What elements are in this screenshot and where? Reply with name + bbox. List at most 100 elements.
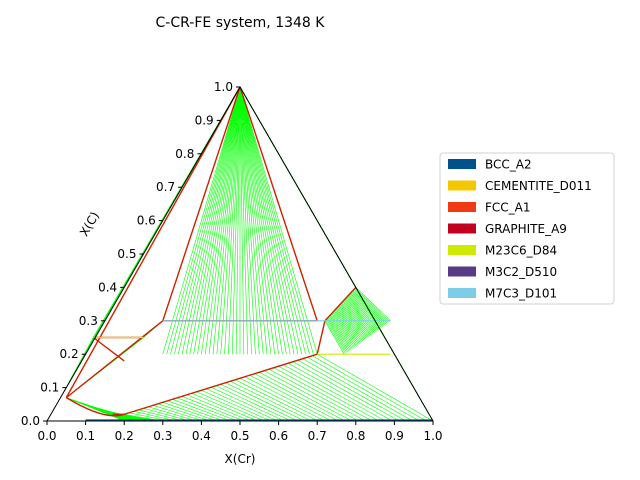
y-tick-label: 0.9 <box>195 113 214 127</box>
axes: 0.0 0.1 0.2 0.3 0.4 0.5 0.6 0.7 0.8 0.9 1.0 0.0 0.1 0… <box>21 80 443 443</box>
tieline <box>273 367 373 422</box>
tieline <box>239 86 318 355</box>
tieline <box>342 301 372 336</box>
tieline <box>239 86 256 355</box>
fcc-boundary <box>65 397 125 417</box>
tieline <box>216 86 241 355</box>
tieline <box>326 318 347 353</box>
tieline <box>338 305 366 340</box>
y-tick-label: 0.2 <box>60 347 79 361</box>
legend-swatch <box>448 245 476 255</box>
tieline <box>292 361 400 422</box>
legend-swatch <box>448 180 476 191</box>
tieline <box>244 376 332 422</box>
x-axis-label: X(Cr) <box>225 452 256 466</box>
tieline <box>317 353 434 422</box>
legend-swatch <box>448 202 476 212</box>
tieline <box>208 86 241 355</box>
y-tick-label: 0.7 <box>156 180 175 194</box>
tieline <box>335 308 361 343</box>
x-tick-label: 0.5 <box>230 429 249 443</box>
tieline <box>172 399 231 422</box>
tieline <box>230 380 312 422</box>
tieline <box>148 406 197 422</box>
tieline <box>186 394 251 422</box>
tieline <box>185 86 241 355</box>
phase-boundary <box>65 320 164 399</box>
tieline <box>210 386 285 422</box>
legend-swatch <box>448 266 476 277</box>
legend-swatch <box>448 288 476 298</box>
phase-boundary <box>123 353 318 415</box>
tieline <box>239 86 245 355</box>
legend-label: GRAPHITE_A9 <box>485 222 567 236</box>
tieline <box>239 86 268 355</box>
tieline <box>334 309 360 344</box>
tieline <box>341 302 370 337</box>
tieline <box>344 298 375 333</box>
phase-boundary <box>162 86 241 322</box>
x-tick-label: 0.6 <box>269 429 288 443</box>
x-tick-label: 0.8 <box>346 429 365 443</box>
tieline <box>239 377 326 422</box>
legend-label: M23C6_D84 <box>485 244 557 258</box>
legend-swatch <box>448 159 476 169</box>
tieline <box>239 86 249 355</box>
legend-label: CEMENTITE_D011 <box>485 179 592 193</box>
y-tick-label: 0.3 <box>79 314 98 328</box>
tieline <box>206 388 278 422</box>
legend-label: BCC_A2 <box>485 158 532 172</box>
tieline <box>302 358 413 422</box>
y-tick-label: 1.0 <box>214 80 233 94</box>
tieline <box>143 408 190 422</box>
tieline <box>254 373 346 422</box>
tieline <box>191 393 258 422</box>
tieline <box>278 365 380 422</box>
tieline-region-fcc-bcc <box>66 397 163 422</box>
tieline <box>167 400 224 422</box>
tieline <box>348 294 381 329</box>
tieline <box>197 86 241 355</box>
tieline <box>239 86 260 355</box>
tieline <box>177 397 238 422</box>
chart-title: C-CR-FE system, 1348 K <box>156 15 326 31</box>
tieline <box>354 288 390 322</box>
tieline <box>239 86 291 355</box>
tieline <box>239 86 264 355</box>
tieline <box>343 300 373 335</box>
tieline <box>239 86 272 355</box>
tieline <box>220 86 241 355</box>
tieline <box>235 86 241 355</box>
tieline <box>333 311 358 346</box>
phase-boundaries <box>65 86 433 421</box>
tieline <box>331 313 355 347</box>
tieline <box>239 86 252 355</box>
x-tick-label: 0.3 <box>153 429 172 443</box>
phase-boundary <box>239 86 318 322</box>
y-tick-label: 0.6 <box>137 214 156 228</box>
tieline <box>326 318 348 352</box>
phase-boundary <box>316 320 326 355</box>
x-tick-label: 0.2 <box>115 429 134 443</box>
tieline <box>239 86 299 355</box>
tieline <box>215 385 292 422</box>
tieline <box>166 86 241 355</box>
tieline <box>259 371 353 422</box>
tieline <box>220 383 299 422</box>
legend-label: M7C3_D101 <box>485 287 557 301</box>
y-tick-label: 0.8 <box>175 147 194 161</box>
x-tick-label: 0.0 <box>37 429 56 443</box>
tieline <box>181 396 244 422</box>
tieline <box>312 355 427 422</box>
tieline <box>235 379 319 422</box>
tieline <box>212 86 241 355</box>
tieline <box>239 86 306 355</box>
tieline <box>228 86 241 355</box>
x-tick-label: 1.0 <box>423 429 442 443</box>
y-tick-label: 0.0 <box>21 414 40 428</box>
tieline <box>268 368 366 422</box>
x-tick-label: 0.9 <box>385 429 404 443</box>
tieline <box>263 370 359 422</box>
x-tick-label: 0.1 <box>76 429 95 443</box>
tieline <box>181 86 241 355</box>
